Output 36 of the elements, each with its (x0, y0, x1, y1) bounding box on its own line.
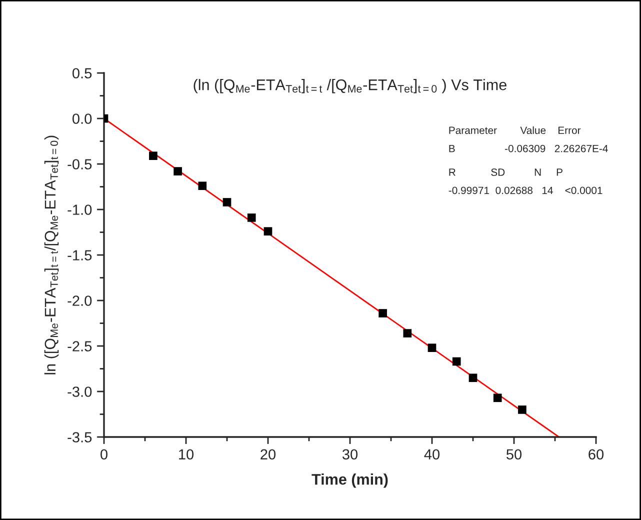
point (452, 357, 461, 366)
point (378, 309, 387, 318)
y-tick-label: -1.5 (68, 250, 92, 260)
x-tick-label: 50 (506, 449, 522, 460)
x-tick-label: 10 (179, 449, 194, 460)
y-tick-label: -1.0 (68, 204, 92, 215)
y-tick-label: 0.5 (72, 68, 92, 78)
text: ln ([Q$_{Me}$-ETA$_{Tet}$]$_{t=t}$/[Q$_{Me}$-ETA$_{Tet}$]$_{t=0}$) (44, 136, 59, 374)
point (247, 214, 256, 222)
point (493, 394, 502, 402)
y-tick-label: -3.5 (68, 432, 92, 442)
point (403, 329, 412, 338)
annotation: B -0.06309 2.26267E-4 (449, 144, 608, 152)
x-tick-label: 60 (588, 449, 604, 460)
point (222, 198, 232, 206)
x-axis-title: Time (min) (312, 474, 388, 488)
point (518, 406, 526, 414)
chart-title: (ln ([Q$_{Me}$-ETA$_{Tet}$]$_{t=t}$ /[Q$_{Me}$-ETA$_{Tet}$]$_{t=0}$ ) Vs Time (194, 78, 506, 94)
x-tick-label: 0 (100, 449, 108, 460)
x-tick-label: 30 (342, 449, 358, 460)
y-tick-label: -0.5 (68, 159, 92, 170)
point (198, 182, 207, 190)
y-tick-label: -2.0 (68, 296, 92, 306)
y-tick-label: 0.0 (72, 114, 92, 124)
annotation: R SD N P (449, 168, 562, 176)
y-tick-label: -3.0 (68, 386, 92, 397)
x-tick-label: 20 (260, 449, 276, 460)
annotation: -0.99971 0.02688 14 <0.0001 (448, 186, 602, 194)
point (468, 374, 478, 382)
point (428, 344, 436, 352)
y-tick-label: -2.5 (68, 341, 92, 352)
x-tick-label: 40 (424, 449, 440, 460)
point (149, 152, 158, 160)
annotation: Parameter Value Error (449, 126, 581, 134)
point (174, 167, 182, 176)
point (264, 227, 272, 236)
